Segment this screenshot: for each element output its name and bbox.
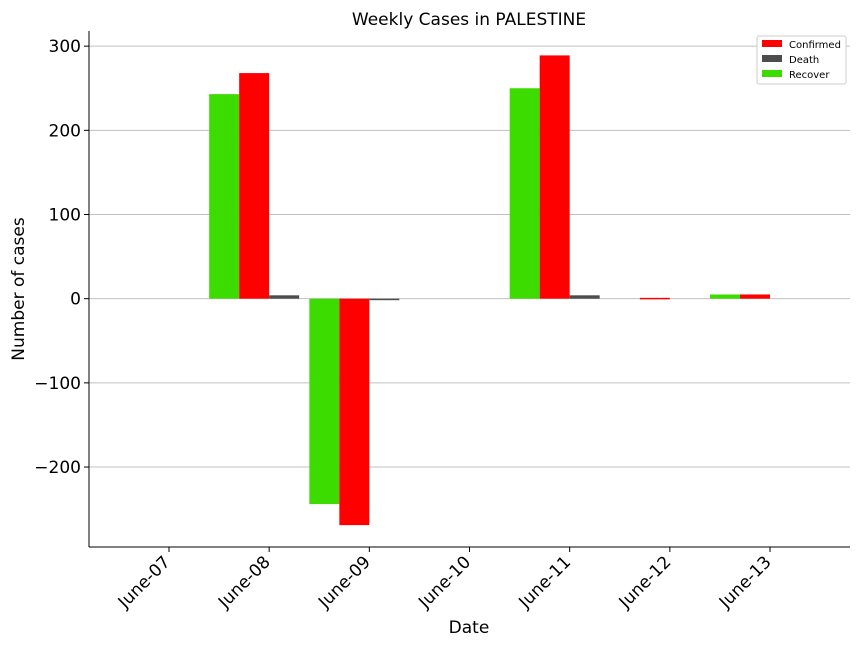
bar-recover [710, 294, 741, 299]
y-tick-label: 300 [49, 37, 81, 57]
bar-recover [209, 94, 240, 299]
y-tick-label: 0 [70, 290, 81, 310]
legend: Confirmed Death Recover [756, 35, 847, 85]
bar-death [269, 295, 300, 299]
legend-swatch-death [762, 55, 782, 62]
x-ticks: June-07 June-08 June-09 June-10 June-11 June-… [114, 547, 776, 613]
axes [88, 31, 850, 548]
legend-swatch-confirmed [762, 40, 782, 47]
legend-swatch-recover [762, 70, 782, 77]
x-axis-label: Date [449, 618, 490, 638]
y-ticks: −200 −100 0 100 200 300 [34, 37, 89, 478]
bars [209, 55, 771, 526]
legend-label-death: Death [789, 55, 819, 66]
x-tick-label: June-12 [615, 552, 676, 613]
bar-death [369, 298, 400, 301]
grid-lines [89, 45, 850, 468]
y-tick-label: 200 [49, 121, 81, 141]
y-tick-label: −200 [34, 458, 81, 478]
bar-recover [509, 88, 540, 299]
chart-title: Weekly Cases in PALESTINE [352, 10, 586, 30]
bar-confirmed [339, 298, 370, 526]
y-tick-label: 100 [49, 206, 81, 226]
x-tick-label: June-07 [114, 552, 175, 613]
x-tick-label: June-11 [515, 552, 576, 613]
bar-death [569, 295, 600, 299]
x-tick-label: June-10 [414, 552, 475, 613]
y-tick-label: −100 [34, 374, 81, 394]
x-tick-label: June-08 [214, 552, 275, 613]
bar-confirmed [639, 297, 670, 300]
bar-confirmed [239, 73, 270, 299]
x-tick-label: June-09 [314, 552, 375, 613]
legend-label-confirmed: Confirmed [789, 40, 841, 51]
y-axis-label: Number of cases [9, 217, 29, 361]
legend-label-recover: Recover [789, 70, 830, 81]
x-tick-label: June-13 [715, 552, 776, 613]
bar-recover [309, 298, 340, 505]
bar-confirmed [539, 55, 570, 299]
bar-confirmed [740, 294, 771, 299]
